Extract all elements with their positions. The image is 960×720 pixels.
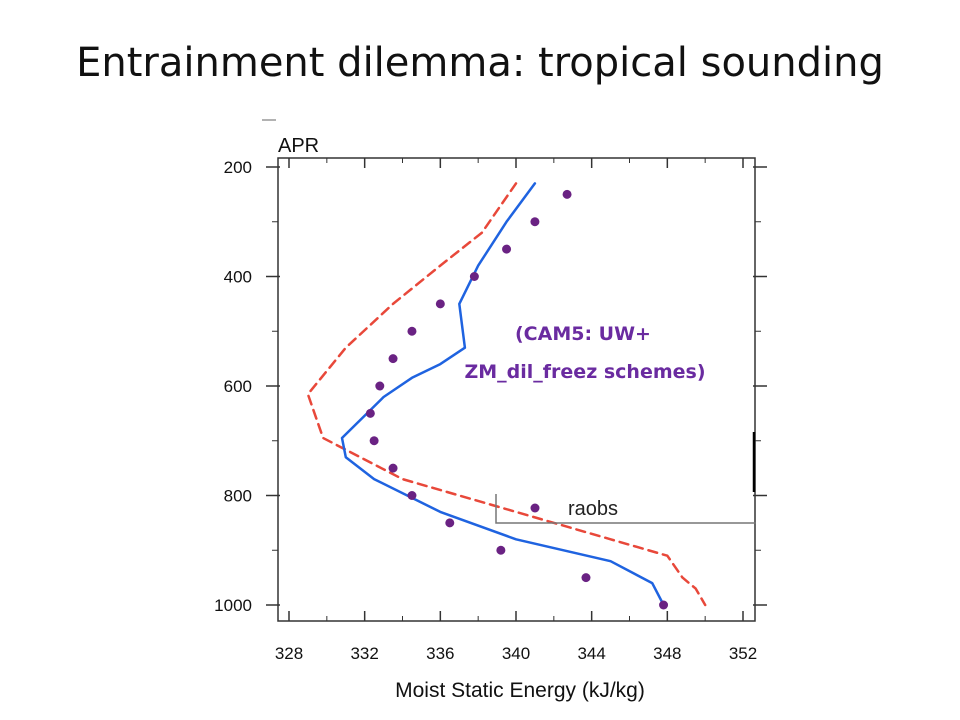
- series-layer: [306, 182, 707, 610]
- y-tick-label: 600: [224, 377, 252, 396]
- y-tick-label: 200: [224, 158, 252, 177]
- raobs-point: [469, 272, 479, 281]
- raobs-point: [659, 600, 669, 610]
- y-tick-label: 800: [224, 487, 252, 506]
- raobs-point: [388, 354, 398, 364]
- annotation-line-2: ZM_dil_freez schemes): [464, 361, 705, 383]
- raobs-point: [407, 326, 417, 336]
- y-tick-label: 1000: [214, 596, 252, 615]
- raobs-point: [369, 436, 379, 446]
- legend-label: raobs: [568, 498, 618, 520]
- raobs-point: [445, 518, 455, 528]
- axis-ticks: [266, 158, 767, 621]
- annotation-line-1: (CAM5: UW+: [515, 323, 651, 345]
- y-tick-label: 400: [224, 268, 252, 287]
- raobs-point: [375, 381, 385, 391]
- x-tick-label: 332: [350, 644, 378, 663]
- x-tick-label: 336: [426, 644, 454, 663]
- x-axis-title: Moist Static Energy (kJ/kg): [395, 679, 645, 702]
- y-tick-labels: 200 400 600 800 1000: [214, 158, 252, 615]
- raobs-point: [435, 299, 445, 309]
- x-tick-label: 344: [577, 644, 605, 663]
- raobs-point: [562, 189, 572, 199]
- x-tick-label: 352: [729, 644, 757, 663]
- panel-label: APR: [278, 135, 319, 157]
- legend-box: [495, 494, 756, 524]
- raobs-point: [530, 217, 540, 227]
- dashed-series-line: [306, 182, 707, 607]
- raobs-point: [388, 463, 398, 473]
- raobs-point: [581, 573, 591, 583]
- x-tick-label: 328: [275, 644, 303, 663]
- slide-title: Entrainment dilemma: tropical sounding: [76, 40, 884, 86]
- plot-frame: [277, 157, 756, 622]
- legend-marker: [530, 503, 540, 513]
- x-tick-label: 348: [653, 644, 681, 663]
- legend: raobs: [495, 493, 756, 524]
- raobs-point: [496, 545, 506, 555]
- raobs-point: [365, 408, 375, 418]
- x-tick-label: 340: [502, 644, 530, 663]
- raobs-point: [407, 491, 417, 500]
- raobs-point: [502, 244, 512, 254]
- annotation: (CAM5: UW+ ZM_dil_freez schemes): [462, 321, 707, 385]
- solid-series-line: [340, 182, 665, 607]
- x-tick-labels: 328 332 336 340 344 348 352: [275, 644, 757, 663]
